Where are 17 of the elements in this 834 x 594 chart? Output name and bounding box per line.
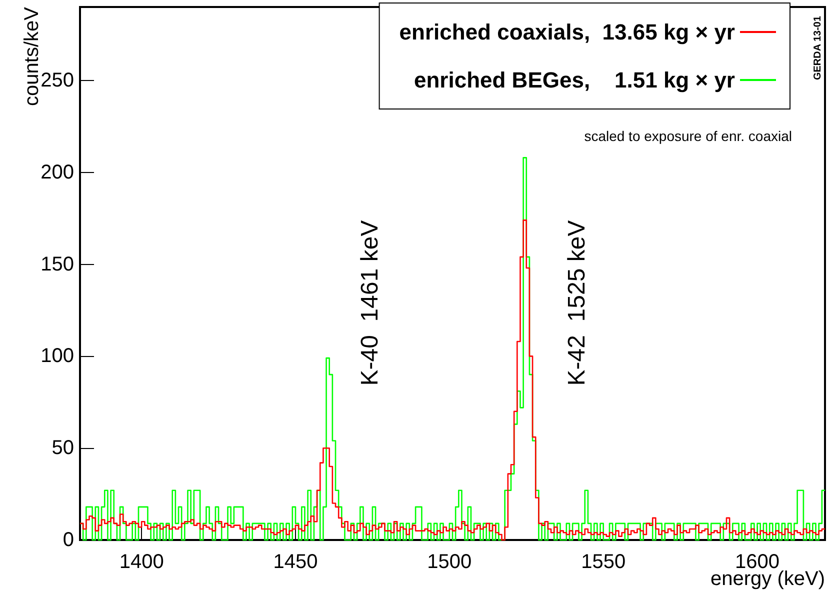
annotation: K-42 1525 keV [564,220,590,386]
annotation: K-40 1461 keV [356,220,384,386]
y-tick-label: 100 [40,345,74,368]
x-tick-label: 1550 [581,551,626,573]
y-tick-label: 0 [62,529,74,551]
x-tick-label: 1500 [427,551,472,573]
annotation: scaled to exposure of enr. coaxial [584,128,792,144]
x-tick-label: 1400 [119,551,164,573]
legend-label: enriched BEGes, 1.51 kg × yr [414,68,736,92]
legend-label: enriched coaxials, 13.65 kg × yr [399,20,736,44]
y-tick-label: 250 [40,70,74,92]
y-tick-label: 200 [40,161,74,184]
x-tick-label: 1450 [273,551,318,573]
y-tick-label: 150 [40,253,74,276]
y-axis-title: counts/keV [21,6,43,106]
annotation: GERDA 13-01 [812,16,824,80]
y-tick-label: 50 [52,437,74,460]
